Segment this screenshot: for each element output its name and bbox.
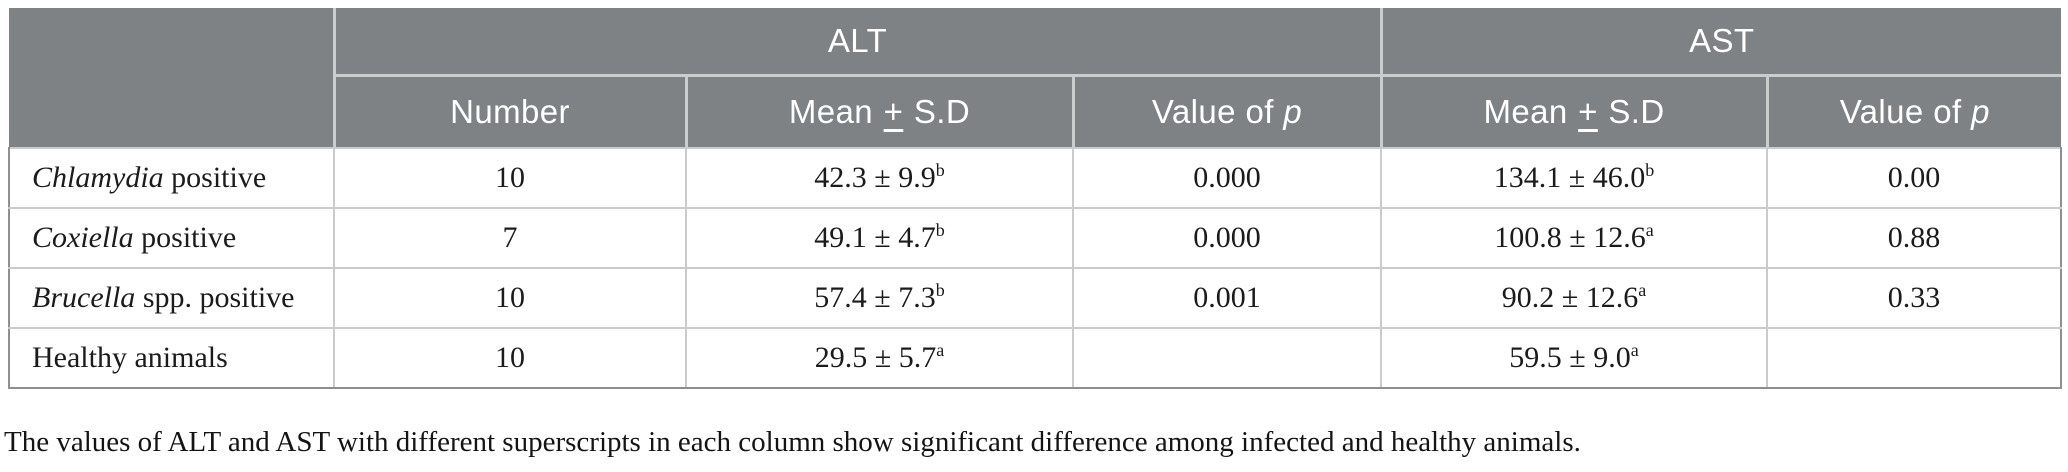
alt-mean-cell: 57.4 ± 7.3b: [685, 267, 1074, 329]
superscript: a: [936, 340, 945, 360]
ast-p-cell: [1766, 327, 2063, 389]
alt-group-label: ALT: [827, 21, 888, 59]
number-cell: 10: [333, 327, 687, 389]
corner-header-cell: [9, 8, 336, 148]
table-row-coxiella: Coxiella positive 7 49.1 ± 4.7b 0.000 10…: [8, 207, 2063, 269]
ast-p-cell: 0.88: [1766, 207, 2063, 269]
table-row-chlamydia: Chlamydia positive 10 42.3 ± 9.9b 0.000 …: [8, 147, 2063, 209]
alt-ast-table-container: ALT AST Number Mean + S.D Value of p Mea…: [8, 8, 2063, 389]
ast-mean-cell: 90.2 ± 12.6a: [1380, 267, 1769, 329]
number-cell: 10: [333, 147, 687, 209]
ast-group-label: AST: [1689, 21, 1755, 59]
ast-group-header: AST: [1381, 8, 2062, 77]
plus-minus-symbol: +: [883, 92, 904, 130]
alt-p-cell: [1071, 327, 1383, 389]
alt-mean-sd-column-header: Mean + S.D: [686, 75, 1075, 148]
alt-p-cell: 0.000: [1071, 207, 1383, 269]
superscript: b: [1645, 160, 1655, 180]
ast-mean-cell: 134.1 ± 46.0b: [1380, 147, 1769, 209]
row-label-cell: Chlamydia positive: [8, 147, 335, 209]
superscript: b: [935, 220, 945, 240]
number-cell: 7: [333, 207, 687, 269]
superscript: b: [935, 160, 945, 180]
plus-minus-symbol: +: [1578, 92, 1598, 130]
row-label-cell: Healthy animals: [8, 327, 335, 389]
row-label-cell: Coxiella positive: [8, 207, 335, 269]
table-footnote: The values of ALT and AST with different…: [4, 426, 1581, 458]
ast-p-cell: 0.00: [1766, 147, 2063, 209]
ast-mean-sd-column-header: Mean + S.D: [1381, 75, 1769, 148]
superscript: b: [935, 280, 945, 300]
alt-p-cell: 0.001: [1071, 267, 1383, 329]
number-cell: 10: [333, 267, 687, 329]
superscript: a: [1638, 280, 1647, 300]
superscript: a: [1645, 220, 1654, 240]
ast-mean-cell: 100.8 ± 12.6a: [1380, 207, 1769, 269]
number-column-header: Number: [334, 75, 688, 148]
ast-p-value-column-header: Value of p: [1767, 75, 2062, 148]
alt-p-cell: 0.000: [1071, 147, 1383, 209]
alt-mean-cell: 42.3 ± 9.9b: [685, 147, 1074, 209]
table-row-brucella: Brucella spp. positive 10 57.4 ± 7.3b 0.…: [8, 267, 2063, 329]
alt-mean-cell: 29.5 ± 5.7a: [685, 327, 1074, 389]
ast-mean-cell: 59.5 ± 9.0a: [1380, 327, 1769, 389]
table-row-healthy: Healthy animals 10 29.5 ± 5.7a 59.5 ± 9.…: [8, 327, 2063, 389]
alt-ast-table: ALT AST Number Mean + S.D Value of p Mea…: [8, 8, 2063, 389]
alt-mean-cell: 49.1 ± 4.7b: [685, 207, 1074, 269]
ast-p-cell: 0.33: [1766, 267, 2063, 329]
superscript: a: [1630, 340, 1639, 360]
row-label-cell: Brucella spp. positive: [8, 267, 335, 329]
alt-group-header: ALT: [334, 8, 1383, 77]
alt-p-value-column-header: Value of p: [1073, 75, 1383, 148]
